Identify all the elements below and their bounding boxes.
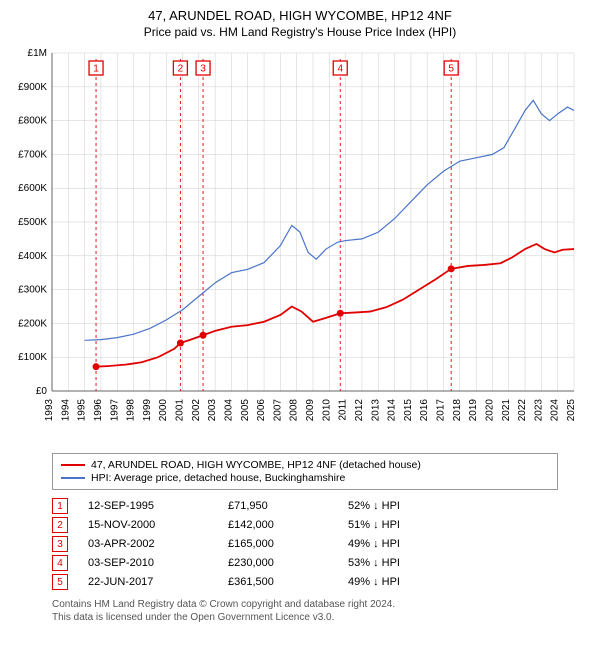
svg-text:1996: 1996 [93,399,104,422]
transaction-date: 12-SEP-1995 [88,500,228,512]
svg-text:£600K: £600K [18,183,47,194]
svg-text:£200K: £200K [18,318,47,329]
svg-text:2009: 2009 [305,399,316,422]
svg-text:2022: 2022 [517,399,528,422]
transaction-row: 2 15-NOV-2000£142,00051% ↓ HPI [52,517,558,533]
svg-text:1995: 1995 [77,399,88,422]
legend-label: HPI: Average price, detached house, Buck… [91,472,345,484]
svg-text:£500K: £500K [18,217,47,228]
svg-text:1998: 1998 [126,399,137,422]
svg-text:2025: 2025 [566,399,577,422]
svg-text:2024: 2024 [550,399,561,422]
transaction-price: £165,000 [228,538,348,550]
svg-text:2019: 2019 [468,399,479,422]
transaction-date: 22-JUN-2017 [88,576,228,588]
svg-text:2: 2 [178,64,184,75]
footer-text: Contains HM Land Registry data © Crown c… [52,598,558,624]
svg-text:2008: 2008 [289,399,300,422]
svg-text:2015: 2015 [403,399,414,422]
svg-text:2014: 2014 [387,399,398,422]
svg-text:£1M: £1M [28,48,47,59]
svg-text:2023: 2023 [533,399,544,422]
footer-line1: Contains HM Land Registry data © Crown c… [52,598,558,611]
svg-text:2007: 2007 [272,399,283,422]
svg-text:1994: 1994 [60,399,71,422]
transaction-delta: 49% ↓ HPI [348,576,468,588]
transaction-price: £361,500 [228,576,348,588]
transaction-badge: 2 [52,517,68,533]
svg-text:2020: 2020 [484,399,495,422]
footer-line2: This data is licensed under the Open Gov… [52,611,558,624]
svg-text:2011: 2011 [338,399,349,421]
svg-text:£900K: £900K [18,82,47,93]
svg-text:2017: 2017 [436,399,447,422]
svg-text:2002: 2002 [191,399,202,422]
transaction-badge: 4 [52,555,68,571]
chart-svg: £0 £100K £200K £300K £400K £500K £600K £700K £80… [8,45,592,445]
svg-text:4: 4 [337,64,343,75]
transaction-badge: 1 [52,498,68,514]
legend-item: HPI: Average price, detached house, Buck… [61,472,549,484]
svg-text:2013: 2013 [370,399,381,422]
chart-title: 47, ARUNDEL ROAD, HIGH WYCOMBE, HP12 4NF [8,8,592,23]
chart-area: £0 £100K £200K £300K £400K £500K £600K £700K £80… [8,45,592,445]
transaction-delta: 51% ↓ HPI [348,519,468,531]
transaction-row: 5 22-JUN-2017£361,50049% ↓ HPI [52,574,558,590]
svg-text:1999: 1999 [142,399,153,422]
transaction-badge: 5 [52,574,68,590]
svg-text:£300K: £300K [18,285,47,296]
svg-text:2001: 2001 [175,399,186,422]
chart-subtitle: Price paid vs. HM Land Registry's House … [8,25,592,39]
svg-text:1: 1 [93,64,99,75]
transaction-row: 3 03-APR-2002£165,00049% ↓ HPI [52,536,558,552]
transaction-price: £230,000 [228,557,348,569]
svg-text:2000: 2000 [158,399,169,422]
svg-text:1993: 1993 [44,399,55,422]
svg-text:2021: 2021 [501,399,512,422]
transaction-date: 03-SEP-2010 [88,557,228,569]
transaction-delta: 53% ↓ HPI [348,557,468,569]
transaction-price: £142,000 [228,519,348,531]
svg-text:2004: 2004 [223,399,234,422]
svg-text:3: 3 [200,64,206,75]
svg-text:2006: 2006 [256,399,267,422]
legend-swatch [61,477,85,479]
legend-label: 47, ARUNDEL ROAD, HIGH WYCOMBE, HP12 4NF… [91,459,421,471]
svg-text:£800K: £800K [18,116,47,127]
legend-swatch [61,464,85,466]
transactions-table: 1 12-SEP-1995£71,95052% ↓ HPI 2 15-NOV-2000… [52,498,558,590]
svg-text:2010: 2010 [321,399,332,422]
svg-text:2018: 2018 [452,399,463,422]
transaction-delta: 52% ↓ HPI [348,500,468,512]
svg-text:2012: 2012 [354,399,365,422]
transaction-row: 4 03-SEP-2010£230,00053% ↓ HPI [52,555,558,571]
svg-text:5: 5 [448,64,454,75]
legend-item: 47, ARUNDEL ROAD, HIGH WYCOMBE, HP12 4NF… [61,459,549,471]
svg-text:2005: 2005 [240,399,251,422]
svg-text:£0: £0 [36,386,48,397]
svg-text:2003: 2003 [207,399,218,422]
svg-text:£400K: £400K [18,251,47,262]
chart-container: 47, ARUNDEL ROAD, HIGH WYCOMBE, HP12 4NF… [0,0,600,632]
transaction-date: 15-NOV-2000 [88,519,228,531]
transaction-date: 03-APR-2002 [88,538,228,550]
svg-text:1997: 1997 [109,399,120,422]
svg-text:£100K: £100K [18,352,47,363]
legend-box: 47, ARUNDEL ROAD, HIGH WYCOMBE, HP12 4NF… [52,453,558,490]
svg-text:2016: 2016 [419,399,430,422]
transaction-row: 1 12-SEP-1995£71,95052% ↓ HPI [52,498,558,514]
transaction-badge: 3 [52,536,68,552]
transaction-price: £71,950 [228,500,348,512]
svg-text:£700K: £700K [18,149,47,160]
transaction-delta: 49% ↓ HPI [348,538,468,550]
